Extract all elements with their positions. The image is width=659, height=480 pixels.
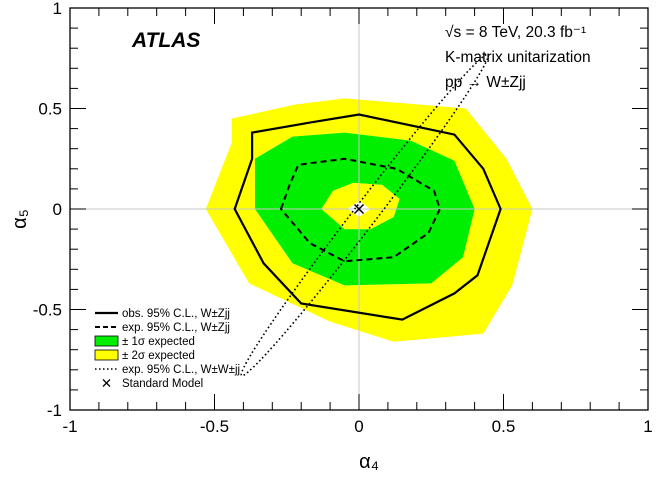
x-tick-label: -0.5 xyxy=(200,417,229,436)
x-tick-label: 0 xyxy=(354,417,363,436)
exp-95-wwjj-contour xyxy=(240,53,490,377)
legend-label: exp. 95% C.L., W±Zjj xyxy=(122,322,230,334)
legend: obs. 95% C.L., W±Zjj exp. 95% C.L., W±Zjj… xyxy=(94,308,240,390)
y-tick-label: -1 xyxy=(47,401,62,420)
atlas-label: ATLAS xyxy=(131,29,200,52)
y-tick-label: 0.5 xyxy=(38,100,62,119)
y-tick-label: 1 xyxy=(53,0,62,18)
sm-cross-stroke-b xyxy=(353,203,365,215)
x-tick-label: -1 xyxy=(62,417,77,436)
legend-label: obs. 95% C.L., W±Zjj xyxy=(122,308,230,320)
y-axis-title: α₅ xyxy=(9,209,31,229)
legend-swatch-cross-b xyxy=(102,379,111,387)
x-tick-label: 0.5 xyxy=(492,417,516,436)
info-line-process: pp → W±Zjj xyxy=(445,74,526,91)
info-text-block: √s = 8 TeV, 20.3 fb⁻¹ K-matrix unitariza… xyxy=(445,24,591,91)
y-tick-label: 0 xyxy=(53,200,62,219)
obs-95-contour xyxy=(233,113,502,321)
y-tick-label: -0.5 xyxy=(33,301,62,320)
plot-bands xyxy=(205,98,533,342)
x-tick-label: 1 xyxy=(643,417,652,436)
axis-tick-labels: -1 -0.5 0 0.5 1 -1 -0.5 0 0.5 1 xyxy=(33,0,653,436)
legend-item-dotted-line: exp. 95% C.L., W±W±jj xyxy=(95,364,240,376)
legend-item-solid-line: obs. 95% C.L., W±Zjj xyxy=(95,308,230,320)
legend-label: ± 1σ expected xyxy=(122,336,195,348)
info-line-energy: √s = 8 TeV, 20.3 fb⁻¹ xyxy=(445,24,586,41)
legend-swatch-green xyxy=(94,335,119,347)
legend-label: ± 2σ expected xyxy=(122,350,195,362)
standard-model-marker xyxy=(353,203,365,215)
legend-item-dashed-line: exp. 95% C.L., W±Zjj xyxy=(95,322,230,334)
axis-ticks xyxy=(69,7,649,411)
legend-item-yellow-box: ± 2σ expected xyxy=(94,349,195,362)
band-2sigma-inner xyxy=(321,182,400,230)
info-line-unitarization: K-matrix unitarization xyxy=(445,49,591,66)
exp-95-contour xyxy=(279,157,441,263)
legend-swatch-yellow xyxy=(94,349,119,361)
x-axis-title: α₄ xyxy=(359,451,379,473)
legend-label: exp. 95% C.L., W±W±jj xyxy=(122,364,240,376)
band-1sigma xyxy=(255,132,475,286)
legend-label: Standard Model xyxy=(122,378,203,390)
band-2sigma xyxy=(205,98,533,342)
legend-item-cross: Standard Model xyxy=(102,378,203,390)
legend-item-green-box: ± 1σ expected xyxy=(94,335,195,348)
